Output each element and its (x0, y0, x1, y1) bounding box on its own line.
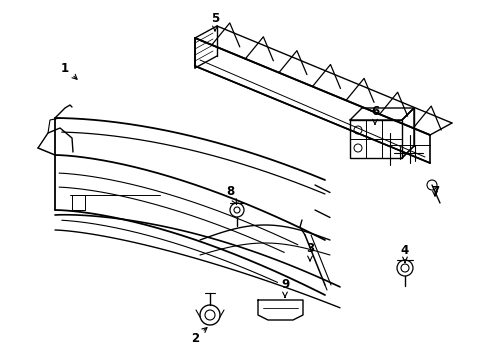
Text: 4: 4 (400, 243, 408, 262)
Bar (349, 120, 401, 158)
Text: 5: 5 (210, 12, 219, 31)
Text: 1: 1 (61, 62, 77, 79)
Text: 9: 9 (280, 279, 288, 297)
Text: 2: 2 (190, 328, 206, 345)
Text: 7: 7 (430, 185, 438, 198)
Text: 6: 6 (370, 105, 378, 124)
Text: 8: 8 (225, 185, 236, 204)
Text: 3: 3 (305, 242, 313, 261)
